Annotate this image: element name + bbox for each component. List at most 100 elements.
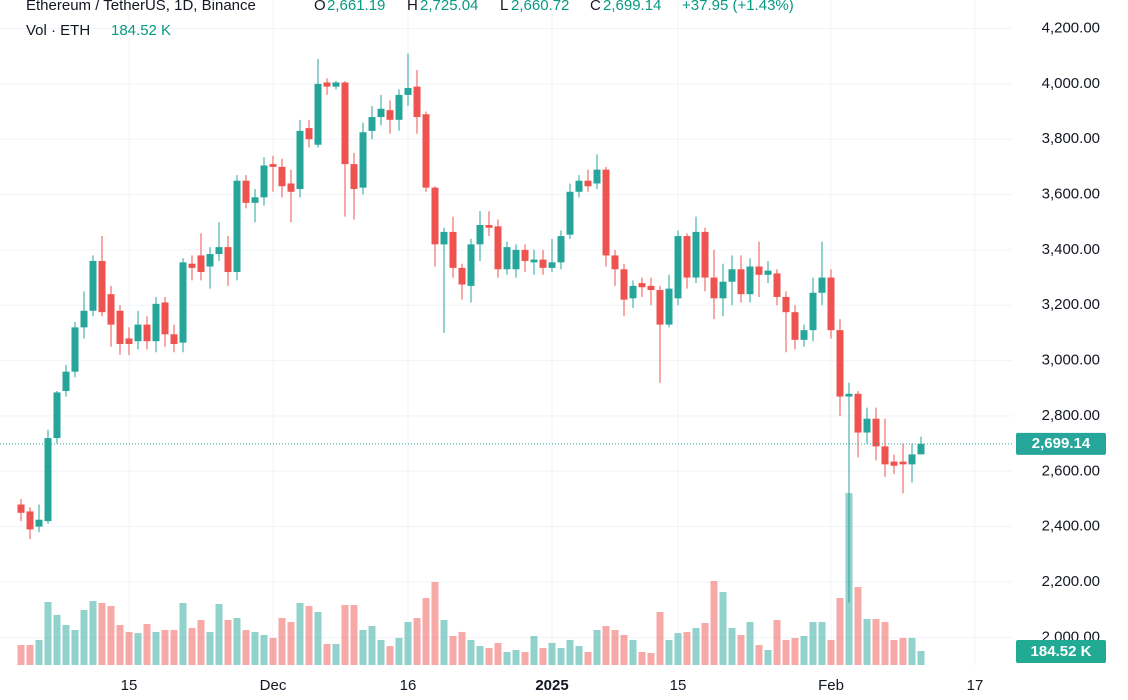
volume-bar [791,637,799,665]
volume-bar [161,630,169,665]
candle-body [476,224,484,245]
volume-bar [557,647,565,665]
volume-bar [611,630,619,665]
volume-bar [674,633,682,665]
candle-body [143,324,151,342]
y-tick-label: 2,400.00 [1042,518,1100,535]
volume-bar [206,631,214,665]
candle-body [917,443,925,455]
volume-bar [359,630,367,665]
candle-body [638,283,646,288]
candle-body [845,393,853,397]
candle-body [890,461,898,466]
volume-title: Vol · ETH [26,22,90,39]
volume-bar [269,637,277,665]
candle-body [710,277,718,299]
volume-bar [350,605,358,665]
price-pane [17,53,925,603]
candle-body [602,169,610,256]
candle-body [539,259,547,268]
candle-body [692,231,700,278]
candle-body [134,324,142,342]
candle-body [44,438,52,522]
candle-body [269,164,277,167]
volume-bar [863,618,871,665]
candle-body [566,191,574,235]
candle-body [791,312,799,340]
candle-body [674,236,682,299]
volume-bar [71,630,79,665]
volume-bar [836,598,844,665]
volume-bar [458,631,466,665]
candle-body [782,296,790,313]
volume-bar [503,652,511,665]
candle-body [449,231,457,268]
candle-body [584,180,592,187]
candle-body [647,285,655,291]
candle-body [557,236,565,263]
volume-bar [701,623,709,665]
candle-body [224,247,232,273]
volume-bar [854,587,862,665]
volume-bar [665,639,673,665]
candle-body [629,285,637,299]
volume-bar [917,650,925,665]
volume-bar [377,639,385,665]
volume-bar [512,649,520,665]
candle-body [899,461,907,465]
volume-bar [278,618,286,665]
volume-bar [449,636,457,665]
candle-body [116,310,124,344]
close-label: C [590,0,601,14]
volume-bar [134,633,142,665]
volume-bar [539,647,547,665]
candle-body [719,281,727,299]
candle-body [530,259,538,263]
candle-body [359,132,367,188]
volume-bar [746,622,754,665]
candle-body [161,302,169,335]
volume-bar [719,592,727,665]
candle-body [98,260,106,313]
candle-body [35,519,43,527]
candle-body [170,334,178,344]
volume-bar [395,637,403,665]
volume-bar [575,646,583,665]
volume-bar [233,618,241,665]
y-tick-label: 2,600.00 [1042,462,1100,479]
grid [0,0,1012,665]
volume-bar [53,614,61,665]
volume-bar [881,622,889,665]
candle-body [755,266,763,275]
volume-bar [629,639,637,665]
candle-body [413,86,421,118]
candle-body [206,254,214,267]
volume-bar [773,619,781,665]
volume-bar [152,631,160,665]
candle-body [251,197,259,203]
volume-bar [827,639,835,665]
volume-bar [413,618,421,665]
last-price-badge [1016,432,1106,455]
candle-body [314,83,322,145]
volume-bar [737,635,745,665]
candle-body [701,231,709,278]
candle-body [431,187,439,245]
volume-pane [17,493,925,665]
candle-body [80,310,88,328]
candle-body [656,290,664,325]
candle-body [188,263,196,268]
candle-body [332,82,340,87]
open-label: O [314,0,326,14]
high-label: H [407,0,418,14]
candle-body [197,255,205,273]
candle-body [728,269,736,282]
axes: 2,000.002,200.002,400.002,600.002,800.00… [0,19,1106,694]
y-tick-label: 4,000.00 [1042,75,1100,92]
candle-body [827,277,835,331]
candle-body [386,110,394,120]
candle-body [395,94,403,120]
volume-bar [656,612,664,665]
volume-bar [548,642,556,665]
